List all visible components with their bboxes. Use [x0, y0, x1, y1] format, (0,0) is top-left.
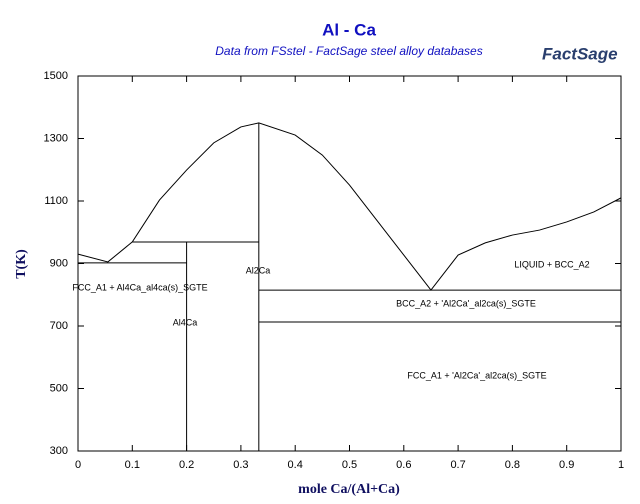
logo: FactSage: [542, 44, 618, 63]
y-tick-label: 900: [50, 257, 68, 269]
y-tick-label: 500: [50, 382, 68, 394]
region-label: LIQUID + BCC_A2: [514, 259, 589, 269]
x-tick-label: 0.6: [396, 459, 411, 471]
y-tick-label: 300: [50, 445, 68, 457]
x-tick-label: 0.7: [450, 459, 465, 471]
x-tick-label: 0.1: [125, 459, 140, 471]
x-tick-label: 0.5: [342, 459, 357, 471]
x-tick-label: 1: [618, 459, 624, 471]
y-tick-label: 1500: [44, 70, 68, 82]
x-tick-label: 0.4: [288, 459, 303, 471]
x-tick-label: 0.8: [505, 459, 520, 471]
y-tick-label: 1300: [44, 132, 68, 144]
x-tick-label: 0.3: [233, 459, 248, 471]
region-label: FCC_A1 + Al4Ca_al4ca(s)_SGTE: [72, 282, 207, 292]
x-tick-label: 0.2: [179, 459, 194, 471]
region-label: Al2Ca: [246, 265, 271, 275]
x-tick-label: 0.9: [559, 459, 574, 471]
y-axis-label: T(K): [14, 249, 29, 279]
region-label: FCC_A1 + 'Al2Ca'_al2ca(s)_SGTE: [407, 370, 546, 380]
region-label: BCC_A2 + 'Al2Ca'_al2ca(s)_SGTE: [396, 298, 536, 308]
y-tick-label: 700: [50, 320, 68, 332]
region-label: Al4Ca: [173, 317, 198, 327]
y-tick-label: 1100: [44, 195, 68, 207]
chart-title: Al - Ca: [322, 20, 376, 39]
x-tick-label: 0: [75, 459, 81, 471]
chart-subtitle: Data from FSstel - FactSage steel alloy …: [215, 44, 482, 58]
x-axis-label: mole Ca/(Al+Ca): [298, 482, 400, 497]
phase-boundary: [77, 122, 622, 291]
